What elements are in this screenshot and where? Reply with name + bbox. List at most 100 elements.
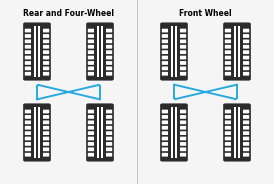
FancyBboxPatch shape: [88, 61, 94, 65]
FancyBboxPatch shape: [225, 110, 231, 113]
FancyBboxPatch shape: [25, 50, 31, 54]
FancyBboxPatch shape: [225, 142, 231, 146]
FancyBboxPatch shape: [25, 72, 31, 76]
FancyBboxPatch shape: [162, 137, 168, 140]
FancyBboxPatch shape: [243, 121, 249, 124]
FancyBboxPatch shape: [180, 131, 186, 135]
FancyBboxPatch shape: [162, 45, 168, 49]
FancyBboxPatch shape: [225, 40, 231, 43]
FancyBboxPatch shape: [160, 103, 188, 162]
FancyBboxPatch shape: [162, 61, 168, 65]
FancyBboxPatch shape: [106, 115, 112, 119]
FancyBboxPatch shape: [243, 66, 249, 70]
FancyBboxPatch shape: [225, 137, 231, 140]
FancyBboxPatch shape: [162, 72, 168, 76]
FancyBboxPatch shape: [243, 50, 249, 54]
FancyBboxPatch shape: [43, 137, 49, 140]
FancyBboxPatch shape: [162, 110, 168, 113]
FancyBboxPatch shape: [88, 121, 94, 124]
FancyBboxPatch shape: [106, 72, 112, 76]
FancyBboxPatch shape: [162, 142, 168, 146]
Bar: [175, 26, 177, 77]
FancyBboxPatch shape: [25, 110, 31, 113]
FancyBboxPatch shape: [88, 153, 94, 157]
FancyBboxPatch shape: [160, 22, 188, 81]
FancyBboxPatch shape: [223, 22, 251, 81]
FancyBboxPatch shape: [88, 131, 94, 135]
Bar: [234, 107, 236, 158]
FancyBboxPatch shape: [88, 29, 94, 32]
FancyBboxPatch shape: [88, 126, 94, 130]
FancyBboxPatch shape: [180, 126, 186, 130]
Bar: [97, 107, 99, 158]
FancyBboxPatch shape: [43, 121, 49, 124]
FancyBboxPatch shape: [43, 29, 49, 32]
FancyBboxPatch shape: [180, 50, 186, 54]
FancyBboxPatch shape: [243, 115, 249, 119]
FancyBboxPatch shape: [225, 61, 231, 65]
FancyBboxPatch shape: [180, 29, 186, 32]
FancyBboxPatch shape: [106, 50, 112, 54]
FancyBboxPatch shape: [180, 56, 186, 59]
FancyBboxPatch shape: [25, 121, 31, 124]
FancyBboxPatch shape: [225, 50, 231, 54]
Bar: [238, 26, 240, 77]
FancyBboxPatch shape: [25, 153, 31, 157]
FancyBboxPatch shape: [43, 34, 49, 38]
FancyBboxPatch shape: [23, 22, 51, 81]
FancyBboxPatch shape: [243, 29, 249, 32]
FancyBboxPatch shape: [43, 110, 49, 113]
FancyBboxPatch shape: [43, 50, 49, 54]
FancyBboxPatch shape: [162, 66, 168, 70]
FancyBboxPatch shape: [43, 56, 49, 59]
FancyBboxPatch shape: [88, 34, 94, 38]
FancyBboxPatch shape: [180, 142, 186, 146]
FancyBboxPatch shape: [225, 66, 231, 70]
FancyBboxPatch shape: [43, 61, 49, 65]
FancyBboxPatch shape: [88, 115, 94, 119]
FancyBboxPatch shape: [106, 121, 112, 124]
Bar: [101, 26, 103, 77]
FancyBboxPatch shape: [43, 45, 49, 49]
FancyBboxPatch shape: [43, 72, 49, 76]
Bar: [175, 107, 177, 158]
FancyBboxPatch shape: [43, 147, 49, 151]
FancyBboxPatch shape: [162, 153, 168, 157]
FancyBboxPatch shape: [243, 72, 249, 76]
FancyBboxPatch shape: [25, 115, 31, 119]
Bar: [101, 107, 103, 158]
FancyBboxPatch shape: [88, 56, 94, 59]
FancyBboxPatch shape: [162, 131, 168, 135]
FancyBboxPatch shape: [88, 66, 94, 70]
FancyBboxPatch shape: [43, 126, 49, 130]
FancyBboxPatch shape: [162, 115, 168, 119]
FancyBboxPatch shape: [88, 72, 94, 76]
FancyBboxPatch shape: [88, 142, 94, 146]
FancyBboxPatch shape: [106, 61, 112, 65]
Bar: [97, 26, 99, 77]
FancyBboxPatch shape: [162, 50, 168, 54]
FancyBboxPatch shape: [180, 61, 186, 65]
FancyBboxPatch shape: [225, 29, 231, 32]
Bar: [38, 26, 40, 77]
FancyBboxPatch shape: [25, 45, 31, 49]
FancyBboxPatch shape: [243, 40, 249, 43]
FancyBboxPatch shape: [25, 147, 31, 151]
FancyBboxPatch shape: [180, 153, 186, 157]
FancyBboxPatch shape: [225, 131, 231, 135]
FancyBboxPatch shape: [225, 72, 231, 76]
FancyBboxPatch shape: [25, 61, 31, 65]
FancyBboxPatch shape: [43, 142, 49, 146]
FancyBboxPatch shape: [106, 45, 112, 49]
FancyBboxPatch shape: [225, 34, 231, 38]
FancyBboxPatch shape: [25, 29, 31, 32]
FancyBboxPatch shape: [43, 131, 49, 135]
FancyBboxPatch shape: [25, 40, 31, 43]
FancyBboxPatch shape: [106, 153, 112, 157]
FancyBboxPatch shape: [162, 56, 168, 59]
FancyBboxPatch shape: [180, 110, 186, 113]
FancyBboxPatch shape: [223, 103, 251, 162]
FancyBboxPatch shape: [25, 142, 31, 146]
Text: Front Wheel: Front Wheel: [179, 9, 232, 18]
FancyBboxPatch shape: [25, 34, 31, 38]
